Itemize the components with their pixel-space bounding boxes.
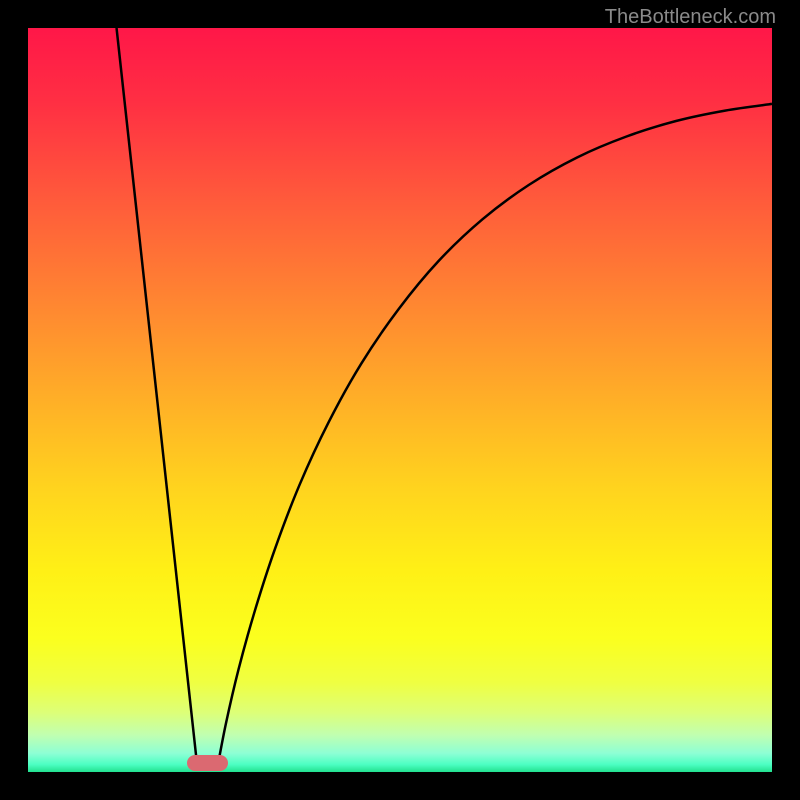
vertex-marker bbox=[187, 755, 228, 771]
plot-area bbox=[28, 28, 772, 772]
curve-overlay bbox=[28, 28, 772, 772]
left-line-segment bbox=[117, 28, 198, 770]
attribution-text: TheBottleneck.com bbox=[605, 6, 776, 29]
right-curve-segment bbox=[217, 104, 772, 770]
